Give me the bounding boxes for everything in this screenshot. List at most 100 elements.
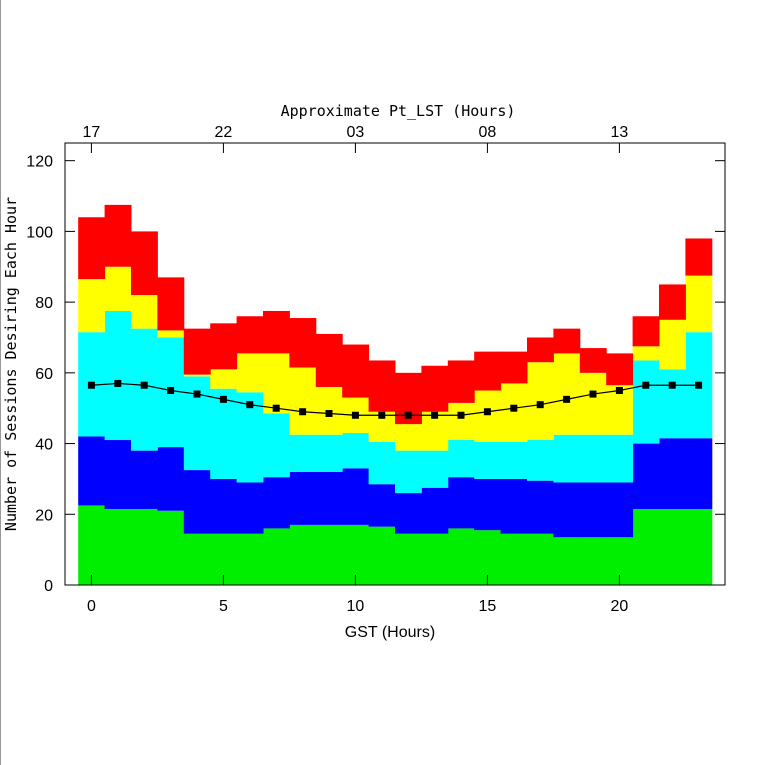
- bar-segment: [447, 477, 475, 529]
- bar-segment: [289, 434, 317, 472]
- line-marker: [325, 410, 333, 418]
- line-marker: [431, 411, 439, 419]
- line-marker: [246, 401, 254, 409]
- bar-segment: [553, 328, 581, 354]
- line-marker: [140, 381, 148, 389]
- x2-tick-label: 13: [611, 124, 629, 141]
- bar-segment: [500, 533, 528, 585]
- bar-segment: [606, 434, 634, 483]
- bar-segment: [183, 374, 211, 377]
- y-tick-label: 60: [35, 366, 53, 383]
- bar-segment: [474, 478, 502, 531]
- plot-area: 0 5 10 15 20 17 22 03 08 13 0 20 40 60 80 100 120: [26, 124, 726, 615]
- bar-segment: [236, 353, 264, 393]
- bar-segment: [315, 524, 343, 585]
- y-tick-label: 120: [26, 154, 53, 171]
- bar-segment: [500, 383, 528, 442]
- line-marker: [193, 390, 201, 398]
- bar-segment: [104, 508, 132, 585]
- bar-segment: [104, 204, 132, 267]
- bar-segment: [474, 351, 502, 391]
- x-tick-label: 15: [479, 598, 497, 615]
- bar-segment: [315, 333, 343, 387]
- bar-segment: [131, 328, 158, 451]
- bar-segment: [342, 344, 370, 398]
- bar-segment: [579, 348, 607, 373]
- bar-segment: [78, 279, 106, 333]
- x2-tick-label: 08: [479, 124, 497, 141]
- bar-segment: [104, 440, 132, 509]
- line-marker: [563, 395, 571, 403]
- bar-segment: [183, 376, 211, 471]
- line-marker: [536, 401, 544, 409]
- x2-tick-label: 17: [83, 124, 101, 141]
- bar-segment: [210, 369, 238, 389]
- plot-frame: [64, 142, 726, 586]
- bar-segment: [500, 478, 528, 534]
- bar-segment: [447, 440, 475, 478]
- bar-segment: [421, 533, 449, 585]
- bar-segment: [527, 362, 554, 441]
- y-tick-label: 40: [35, 437, 53, 454]
- bar-segment: [474, 441, 502, 479]
- bar-segment: [685, 275, 713, 333]
- bar-segment: [157, 277, 185, 331]
- x2-axis-title: Approximate Pt_LST (Hours): [281, 102, 516, 120]
- bar-segment: [632, 360, 660, 444]
- x-axis-title: GST (Hours): [345, 624, 435, 641]
- y-axis-title: Number of Sessions Desiring Each Hour: [2, 197, 20, 531]
- bar-segment: [368, 441, 396, 485]
- line-marker: [378, 411, 386, 419]
- x-tick-label: 0: [87, 598, 96, 615]
- x-tick-label: 20: [611, 598, 629, 615]
- bar-segment: [131, 295, 158, 329]
- line: [91, 382, 699, 416]
- bar-segment: [632, 508, 660, 585]
- line-marker: [114, 379, 122, 387]
- bar-segment: [210, 323, 238, 370]
- line-marker: [457, 411, 465, 419]
- bar-segment: [289, 367, 317, 435]
- bar-segment: [553, 353, 581, 435]
- bar-segment: [527, 337, 554, 363]
- bar-segment: [289, 318, 317, 368]
- bar-segment: [104, 266, 132, 311]
- bar-segment: [78, 217, 106, 280]
- bar-segment: [447, 528, 475, 585]
- bar-segment: [289, 471, 317, 525]
- bar-segment: [342, 468, 370, 525]
- bar-segment: [421, 450, 449, 488]
- bar-segment: [527, 533, 554, 585]
- bar-segment: [183, 533, 211, 585]
- bar-segment: [157, 330, 185, 338]
- bar-segment: [78, 436, 106, 506]
- bar-segment: [685, 438, 713, 509]
- bar-segment: [474, 390, 502, 442]
- bar-segment: [632, 443, 660, 509]
- bar-segment: [368, 484, 396, 527]
- bar-segment: [395, 493, 422, 534]
- bar-segment: [131, 231, 158, 296]
- bar-segment: [685, 508, 713, 585]
- bar-segment: [368, 360, 396, 412]
- x2-tick-label: 22: [215, 124, 233, 141]
- line-marker: [483, 408, 491, 416]
- bar-segment: [421, 365, 449, 412]
- bar-segment: [236, 482, 264, 534]
- bar-segment: [236, 533, 264, 585]
- bar-segment: [447, 402, 475, 441]
- bar-segment: [395, 533, 422, 585]
- line-marker: [615, 387, 623, 395]
- bar-segment: [263, 477, 290, 529]
- bar-segment: [342, 432, 370, 469]
- line-marker: [510, 404, 518, 412]
- bar-segment: [500, 351, 528, 384]
- line-marker: [272, 404, 280, 412]
- line-marker: [87, 381, 95, 389]
- bar-segment: [659, 284, 686, 320]
- bar-segment: [447, 360, 475, 403]
- bar-segment: [632, 346, 660, 361]
- line-marker: [589, 390, 597, 398]
- bar-segment: [342, 524, 370, 585]
